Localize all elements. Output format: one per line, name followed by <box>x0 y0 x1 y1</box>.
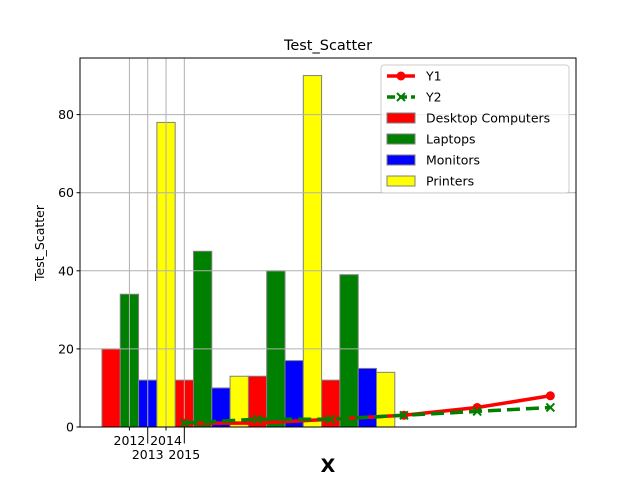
plot-frame <box>79 57 577 428</box>
legend: Y1 Y2 Desktop Computers Laptops Monitors Prin… <box>380 64 570 194</box>
bar-laptops <box>339 274 359 428</box>
legend-marker <box>396 92 406 102</box>
y-tick-label: 80 <box>58 107 74 122</box>
line-y2 <box>184 405 551 425</box>
point-y2 <box>252 414 263 424</box>
legend-swatch-laptops <box>386 133 416 145</box>
x-tick-label: 2014 <box>150 433 182 448</box>
point-y1 <box>545 391 555 401</box>
legend-label: Monitors <box>426 153 480 168</box>
legend-label: Printers <box>426 174 474 189</box>
x-tick-label: 2015 <box>168 447 200 462</box>
legend-label: Laptops <box>426 132 476 147</box>
bar-printers <box>376 371 396 428</box>
x-axis-label: X <box>321 455 336 477</box>
point-y2 <box>399 410 409 420</box>
x-tick-label: 2013 <box>132 447 164 462</box>
y-axis-label: Test_Scatter <box>32 204 47 282</box>
y-tick-label: 0 <box>66 420 74 435</box>
legend-swatch-printers <box>386 175 416 187</box>
point-y2 <box>179 418 190 428</box>
bar-monitors <box>284 360 304 428</box>
x-tick-label: 2012 <box>114 433 146 448</box>
lines-layer <box>179 391 556 428</box>
legend-label: Desktop Computers <box>426 111 550 126</box>
chart-title: Test_Scatter <box>283 38 372 54</box>
y-tick-label: 60 <box>58 185 74 200</box>
grid-layer <box>80 58 576 428</box>
legend-box <box>380 64 570 194</box>
bar-desktop-computers <box>101 348 121 428</box>
point-y2 <box>545 402 556 413</box>
y-tick-label: 20 <box>58 341 74 356</box>
bar-laptops <box>192 250 213 428</box>
legend-label: Y1 <box>425 69 442 84</box>
point-y2 <box>472 406 482 417</box>
legend-label: Y2 <box>425 90 442 105</box>
point-y2 <box>326 414 336 424</box>
legend-marker <box>396 71 406 81</box>
legend-swatch-desktop-computers <box>386 112 416 124</box>
bar-printers <box>302 75 323 428</box>
y-tick-label: 40 <box>58 263 74 278</box>
legend-swatch-monitors <box>386 154 416 166</box>
